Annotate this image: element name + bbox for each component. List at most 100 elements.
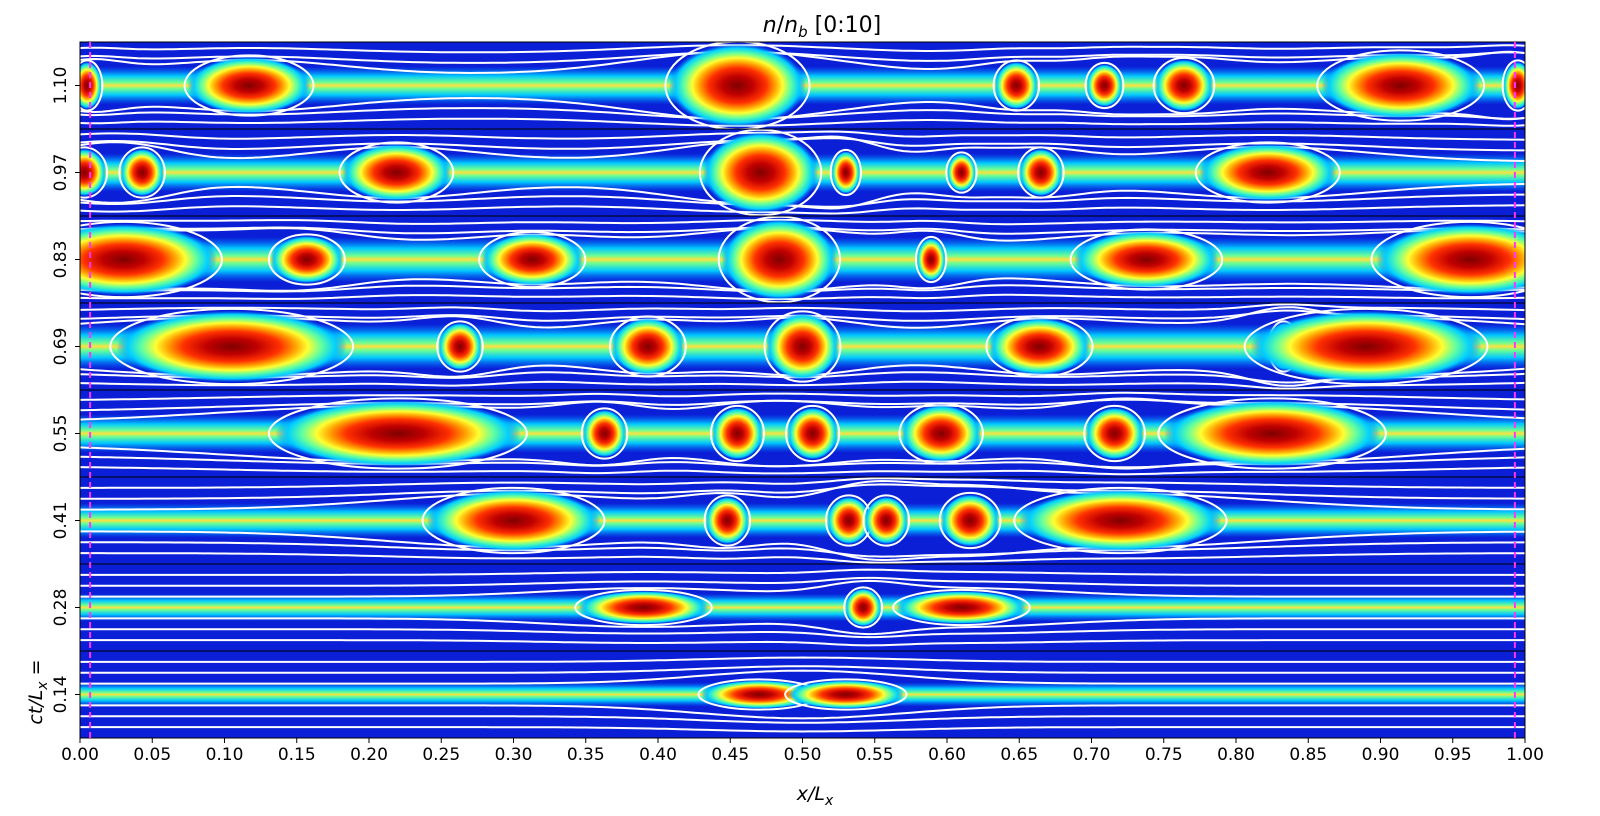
plasmoid-contour	[1243, 307, 1489, 386]
plasmoid-4	[1086, 63, 1123, 108]
plasmoid-contour	[1013, 486, 1228, 555]
panel-1.10: 1.10	[51, 41, 1526, 130]
plasmoid-6	[1163, 400, 1381, 467]
field-line	[80, 391, 1525, 401]
x-tick-label: 0.25	[422, 745, 460, 765]
plasmoid-contour	[892, 588, 1031, 627]
panel-0.69: 0.69	[51, 302, 1526, 391]
plasmoid-contour	[709, 404, 766, 463]
plasmoid-6	[1376, 223, 1525, 296]
plasmoid-1	[582, 409, 627, 458]
x-tick-label: 0.50	[784, 745, 822, 765]
x-tick-label: 0.75	[1145, 745, 1183, 765]
field-line	[80, 568, 1525, 576]
plasmoid-2	[481, 233, 583, 286]
x-tick-label: 0.70	[1073, 745, 1111, 765]
plasmoid-0	[80, 223, 218, 296]
panel-0.14: 0.14	[51, 650, 1526, 739]
plasmoid-contour	[717, 216, 842, 303]
field-line	[80, 303, 1525, 313]
field-line	[80, 107, 1525, 120]
plasmoid-2	[712, 407, 763, 460]
x-tick-label: 0.55	[856, 745, 894, 765]
panel-time-label: 0.14	[51, 676, 71, 714]
field-line	[80, 479, 1525, 511]
dashed-markers	[89, 42, 1516, 738]
plasmoid-5	[947, 153, 976, 192]
plasmoid-3	[702, 131, 819, 214]
plasmoid-contour	[1017, 146, 1065, 199]
plasmoid-1	[270, 235, 343, 284]
panel-time-label: 0.97	[51, 154, 71, 192]
plasmoid-2	[668, 43, 807, 128]
plasmoid-0	[701, 680, 817, 709]
field-line	[80, 704, 1525, 720]
plasmoid-5	[1019, 489, 1222, 552]
plasmoid-contour	[862, 494, 911, 547]
panel-0.83: 0.83	[51, 215, 1526, 304]
plasmoid-contour	[1084, 61, 1125, 110]
plasmoid-4	[901, 404, 981, 463]
panel-time-label: 0.83	[51, 241, 71, 279]
plasmoid-5	[1155, 59, 1213, 112]
panel-time-label: 0.69	[51, 328, 71, 366]
plasmoid-0	[116, 310, 348, 383]
plasmoid-contour	[938, 491, 1002, 550]
x-axis: 0.00 0.05 0.10 0.15 0.20 0.25 0.30 0.35 0.40 0.45…	[61, 738, 1544, 765]
panel-time-label: 1.10	[51, 67, 71, 105]
field-line	[80, 665, 1525, 674]
plasmoid-contour	[109, 307, 355, 386]
plasmoid-contour	[338, 141, 455, 204]
plasmoid-contour	[478, 230, 587, 289]
x-tick-label: 0.85	[1289, 745, 1327, 765]
plasmoid-7	[1503, 61, 1525, 110]
plasmoid-2	[827, 496, 871, 545]
plasmoid-contour	[763, 310, 842, 383]
plasmoid-contour	[267, 397, 528, 470]
plasmoid-contour	[1194, 141, 1341, 204]
field-line	[80, 628, 1525, 639]
x-tick-label: 0.80	[1217, 745, 1255, 765]
plasmoid-contour	[843, 586, 884, 629]
field-line	[80, 541, 1525, 558]
current-sheet	[80, 503, 1525, 538]
plasmoid-contour	[80, 220, 223, 299]
x-tick-label: 0.15	[278, 745, 316, 765]
x-tick-label: 0.30	[495, 745, 533, 765]
x-tick-label: 0.10	[206, 745, 244, 765]
plasmoid-3	[766, 313, 839, 380]
plasmoid-contour	[436, 320, 484, 373]
field-line	[80, 50, 1525, 75]
plasmoid-4	[988, 317, 1091, 376]
field-line	[80, 117, 1525, 127]
panel-0.97: 0.97	[51, 128, 1526, 217]
plasmoid-contour	[785, 404, 841, 463]
plasmoid-contour	[183, 54, 315, 117]
plasmoid-0	[275, 400, 521, 467]
plasmoid-3	[721, 218, 838, 301]
plasmoid-6	[1321, 52, 1481, 119]
plasmoid-contour	[1501, 59, 1525, 112]
plasmoid-contour	[608, 315, 687, 378]
field-line	[80, 477, 1525, 489]
x-tick-label: 0.60	[928, 745, 966, 765]
plasmoid-1	[788, 680, 904, 709]
plasmoid-1	[845, 588, 882, 627]
plasmoid-contour	[985, 315, 1094, 378]
plasmoid-2	[896, 590, 1027, 625]
plasmoid-contour	[80, 59, 104, 112]
plasmoid-3	[787, 407, 838, 460]
plasmoid-1	[705, 496, 750, 545]
field-line	[80, 639, 1525, 647]
plasmoid-3	[864, 496, 908, 545]
panel-time-label: 0.41	[51, 502, 71, 540]
plasmoid-contour	[267, 233, 346, 286]
current-sheet	[80, 593, 1525, 622]
field-line	[80, 96, 1525, 121]
field-line	[80, 715, 1525, 724]
field-line	[80, 530, 1525, 562]
plasmoid-2	[611, 317, 685, 376]
panel-0.55: 0.55	[51, 389, 1526, 478]
plasmoid-2	[342, 143, 451, 202]
